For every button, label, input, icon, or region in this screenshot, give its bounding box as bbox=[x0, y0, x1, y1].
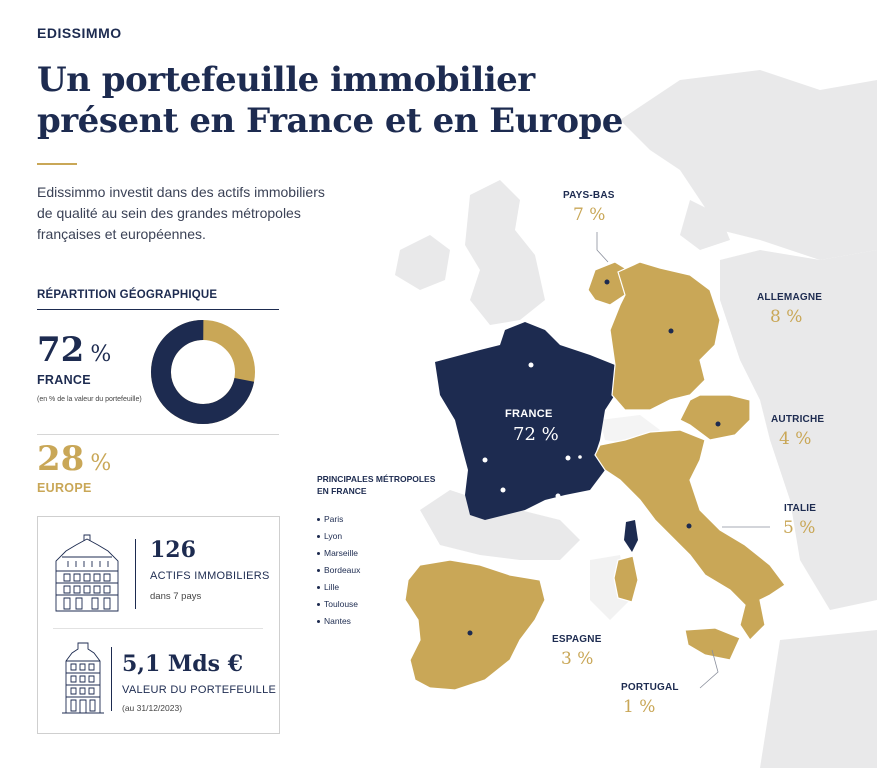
intro-line-1: Edissimmo investit dans des actifs immob… bbox=[37, 184, 325, 200]
germany-shape bbox=[609, 261, 721, 411]
portfolio-value: 5,1 Mds € bbox=[122, 651, 244, 677]
label-autriche: AUTRICHE bbox=[771, 414, 825, 425]
page-title: Un portefeuille immobilier présent en Fr… bbox=[37, 60, 623, 142]
stat-separator bbox=[135, 539, 136, 609]
cities-heading-line-1: PRINCIPALES MÉTROPOLES bbox=[317, 474, 436, 484]
intro-text: Edissimmo investit dans des actifs immob… bbox=[37, 182, 337, 245]
city-name: Bordeaux bbox=[324, 565, 361, 575]
assets-count: 126 bbox=[150, 537, 196, 563]
title-divider bbox=[37, 163, 77, 165]
europe-value: 28 bbox=[37, 439, 85, 479]
list-item: Paris bbox=[317, 513, 360, 530]
intro-line-3: françaises et européennes. bbox=[37, 226, 206, 242]
repartition-heading: RÉPARTITION GÉOGRAPHIQUE bbox=[37, 289, 218, 301]
bullet-icon bbox=[317, 620, 320, 624]
city-name: Marseille bbox=[324, 548, 359, 558]
corsica-shape bbox=[624, 520, 638, 552]
value-france: 72 % bbox=[513, 424, 559, 445]
portfolio-sub: (au 31/12/2023) bbox=[122, 703, 183, 713]
list-item: Marseille bbox=[317, 547, 360, 564]
austria-shape bbox=[679, 394, 751, 441]
bullet-icon bbox=[317, 552, 320, 556]
europe-label: EUROPE bbox=[37, 481, 92, 495]
title-line-2: présent en France et en Europe bbox=[37, 101, 623, 141]
sardinia-shape bbox=[613, 555, 639, 603]
stats-card: 126 ACTIFS IMMOBILIERS dans 7 pays 5,1 M… bbox=[37, 516, 280, 734]
bullet-icon bbox=[317, 603, 320, 607]
city-markers bbox=[467, 279, 721, 636]
building-icon bbox=[55, 534, 119, 612]
label-france: FRANCE bbox=[505, 408, 553, 420]
value-portugal: 1 % bbox=[623, 697, 656, 717]
brand-name: EDISSIMMO bbox=[37, 25, 122, 41]
city-name: Paris bbox=[324, 514, 344, 524]
bullet-icon bbox=[317, 518, 320, 522]
city-name: Nantes bbox=[324, 616, 351, 626]
intro-line-2: de qualité au sein des grandes métropole… bbox=[37, 205, 301, 221]
repartition-note: (en % de la valeur du portefeuille) bbox=[37, 396, 142, 403]
france-value: 72 bbox=[37, 330, 85, 370]
percent-unit: % bbox=[90, 342, 112, 367]
bullet-icon bbox=[317, 535, 320, 539]
label-allemagne: ALLEMAGNE bbox=[757, 292, 823, 303]
card-divider bbox=[53, 628, 263, 629]
cities-heading: PRINCIPALES MÉTROPOLES EN FRANCE bbox=[317, 473, 435, 497]
france-shape bbox=[435, 322, 618, 520]
percent-unit: % bbox=[90, 451, 112, 476]
spain-shape bbox=[404, 559, 546, 691]
donut-chart bbox=[151, 320, 255, 424]
cities-list: Paris Lyon Marseille Bordeaux Lille Toul… bbox=[317, 513, 360, 632]
section-divider bbox=[37, 309, 279, 310]
france-label: FRANCE bbox=[37, 373, 91, 387]
value-pays-bas: 7 % bbox=[573, 205, 606, 225]
city-name: Lyon bbox=[324, 531, 343, 541]
title-line-1: Un portefeuille immobilier bbox=[37, 60, 535, 100]
list-item: Nantes bbox=[317, 615, 360, 632]
cities-heading-line-2: EN FRANCE bbox=[317, 486, 367, 496]
value-allemagne: 8 % bbox=[770, 307, 803, 327]
stat-separator bbox=[111, 647, 112, 711]
list-item: Bordeaux bbox=[317, 564, 360, 581]
city-name: Lille bbox=[324, 582, 340, 592]
label-espagne: ESPAGNE bbox=[552, 634, 602, 645]
value-autriche: 4 % bbox=[779, 429, 812, 449]
value-italie: 5 % bbox=[783, 518, 816, 538]
label-italie: ITALIE bbox=[784, 503, 817, 514]
list-item: Lille bbox=[317, 581, 360, 598]
bullet-icon bbox=[317, 586, 320, 590]
assets-label: ACTIFS IMMOBILIERS bbox=[150, 570, 270, 582]
europe-percentage: 28% bbox=[37, 440, 111, 483]
label-portugal: PORTUGAL bbox=[621, 682, 679, 693]
city-name: Toulouse bbox=[324, 599, 359, 609]
background-land bbox=[395, 70, 877, 768]
assets-sub: dans 7 pays bbox=[150, 591, 202, 602]
italy-shape bbox=[594, 429, 786, 641]
list-item: Lyon bbox=[317, 530, 360, 547]
value-espagne: 3 % bbox=[561, 649, 594, 669]
list-item: Toulouse bbox=[317, 598, 360, 615]
repartition-divider bbox=[37, 434, 279, 435]
tower-icon bbox=[62, 642, 104, 714]
sicily-shape bbox=[684, 627, 741, 661]
bullet-icon bbox=[317, 569, 320, 573]
label-pays-bas: PAYS-BAS bbox=[563, 190, 615, 201]
portfolio-label: VALEUR DU PORTEFEUILLE bbox=[122, 684, 277, 696]
france-percentage: 72% bbox=[37, 331, 111, 374]
